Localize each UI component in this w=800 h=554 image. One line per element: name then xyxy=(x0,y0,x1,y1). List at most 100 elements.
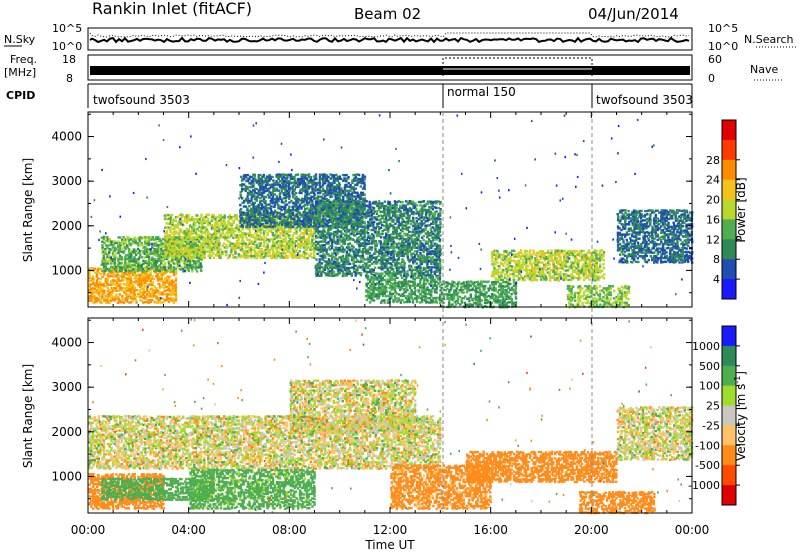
power-cell xyxy=(121,289,124,292)
power-cell xyxy=(347,236,350,239)
power-cell xyxy=(364,244,368,247)
power-cell xyxy=(266,209,269,213)
power-cell xyxy=(348,228,352,232)
power-cell xyxy=(174,232,177,235)
power-cell xyxy=(266,203,269,207)
power-cell xyxy=(93,267,96,270)
power-cell xyxy=(259,256,262,259)
power-cell xyxy=(306,213,309,216)
power-cell xyxy=(237,254,241,257)
power-cell xyxy=(133,260,136,263)
power-cell xyxy=(163,283,166,286)
power-cell xyxy=(176,259,179,262)
power-cell xyxy=(180,215,183,218)
power-cell xyxy=(108,301,111,304)
power-cell xyxy=(136,264,140,267)
power-cell xyxy=(266,213,269,216)
power-cell xyxy=(124,277,127,280)
power-cell xyxy=(351,212,354,215)
power-cell xyxy=(158,243,161,247)
power-cell xyxy=(221,224,225,227)
power-cell xyxy=(289,242,293,245)
power-cell xyxy=(212,226,216,229)
power-cell xyxy=(336,179,340,183)
power-cell xyxy=(201,231,204,235)
power-cell xyxy=(182,270,185,273)
power-cell xyxy=(337,262,341,265)
power-cell xyxy=(358,242,361,245)
power-cell xyxy=(345,224,348,227)
power-cell xyxy=(282,215,285,218)
power-cell xyxy=(99,281,102,284)
power-cell xyxy=(403,244,406,248)
power-cell xyxy=(187,248,190,252)
power-cell xyxy=(277,250,280,254)
power-cell xyxy=(390,262,393,265)
power-cell xyxy=(372,240,376,243)
power-cell xyxy=(180,246,183,249)
power-cell xyxy=(331,187,334,191)
power-cell xyxy=(392,246,395,250)
power-cell xyxy=(302,213,306,216)
power-cell xyxy=(329,182,332,185)
power-cell xyxy=(99,299,102,302)
power-cell xyxy=(241,201,244,205)
power-cell xyxy=(307,233,311,237)
power-cell xyxy=(156,237,159,241)
power-cell xyxy=(128,289,131,292)
power-cell xyxy=(210,219,214,222)
power-cell xyxy=(100,283,104,286)
power-cell xyxy=(270,221,273,224)
power-cell xyxy=(384,250,387,253)
power-cell xyxy=(330,220,334,224)
power-cell xyxy=(122,246,125,249)
power-cell xyxy=(275,256,278,260)
power-cell xyxy=(167,240,171,243)
power-cell xyxy=(200,252,203,255)
power-cell xyxy=(313,221,316,224)
power-cell xyxy=(230,232,233,235)
power-cell xyxy=(393,258,396,261)
power-cell xyxy=(145,250,148,253)
power-cell xyxy=(311,183,314,186)
power-cell xyxy=(356,242,359,245)
power-cell xyxy=(393,204,397,207)
power-cell xyxy=(248,217,251,220)
power-cell xyxy=(129,238,133,241)
power-cell xyxy=(113,283,117,286)
power-cell xyxy=(358,206,361,209)
power-cell xyxy=(109,260,113,263)
power-cell xyxy=(291,181,294,184)
power-cell xyxy=(275,254,278,257)
power-cell xyxy=(219,236,223,239)
power-cell xyxy=(166,275,169,278)
power-cell xyxy=(215,248,219,251)
power-cell xyxy=(311,256,314,259)
power-cell xyxy=(304,191,307,194)
power-cell xyxy=(286,223,289,226)
power-cell xyxy=(327,252,330,256)
power-cell xyxy=(322,266,325,269)
power-cell xyxy=(365,204,368,207)
power-cell xyxy=(352,258,355,261)
power-cell xyxy=(302,246,306,249)
power-cell xyxy=(124,260,127,263)
power-cell xyxy=(194,260,197,263)
power-cell xyxy=(338,204,341,207)
power-cell xyxy=(305,197,309,200)
power-cell xyxy=(171,283,174,286)
power-cell xyxy=(218,254,221,258)
power-cell xyxy=(341,246,344,249)
power-cell xyxy=(271,225,274,229)
power-cell xyxy=(323,190,327,193)
power-cell xyxy=(278,254,282,257)
power-cell xyxy=(272,252,275,256)
power-cell xyxy=(128,265,131,268)
power-cell xyxy=(288,213,291,216)
power-cell xyxy=(315,206,318,209)
power-cell xyxy=(381,232,384,236)
power-cell xyxy=(322,232,325,235)
power-cell xyxy=(110,240,113,243)
power-cell xyxy=(88,296,91,300)
power-cell xyxy=(286,250,289,253)
